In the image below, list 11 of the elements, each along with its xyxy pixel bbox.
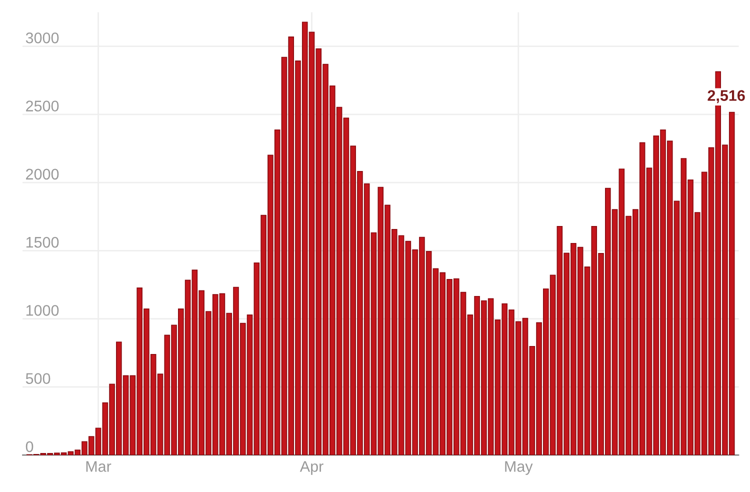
y-tick-label: 2500 xyxy=(26,100,59,112)
x-tick-label: Apr xyxy=(300,461,324,475)
y-tick-label: 3000 xyxy=(26,32,59,44)
x-tick-label: May xyxy=(505,461,533,475)
y-tick-label: 0 xyxy=(26,441,34,452)
x-tick-label: Mar xyxy=(86,461,112,472)
y-tick-label: 1500 xyxy=(26,236,59,248)
y-tick-label: 500 xyxy=(26,373,50,384)
y-tick-label: 1000 xyxy=(26,305,59,316)
annotation: 2,516 xyxy=(708,90,745,104)
y-tick-label: 2000 xyxy=(26,168,59,180)
